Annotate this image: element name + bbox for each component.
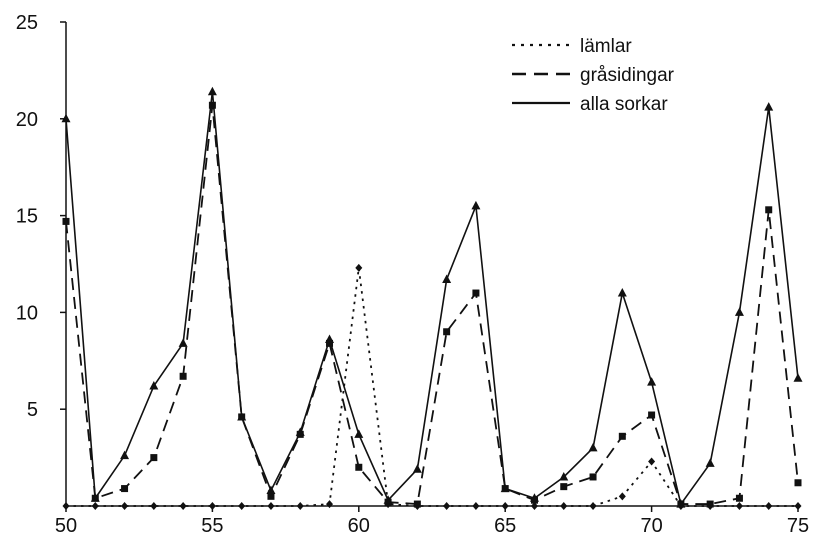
y-tick-label-25: 25 bbox=[16, 12, 38, 34]
x-tick-label-60: 60 bbox=[348, 515, 370, 537]
data-point bbox=[617, 288, 627, 297]
x-tick-label-70: 70 bbox=[640, 515, 662, 537]
data-point bbox=[325, 334, 335, 344]
x-tick-label-55: 55 bbox=[201, 515, 223, 537]
x-tick-label-65: 65 bbox=[494, 515, 516, 537]
data-point bbox=[90, 493, 100, 502]
data-point bbox=[794, 479, 802, 487]
data-point bbox=[179, 502, 187, 510]
data-point bbox=[149, 380, 159, 390]
data-point bbox=[237, 411, 247, 421]
series-line-2 bbox=[65, 91, 799, 506]
data-point bbox=[618, 492, 626, 501]
y-tick-label-15: 15 bbox=[16, 206, 38, 228]
data-point bbox=[705, 458, 715, 467]
legend-label-1: gråsidingar bbox=[580, 65, 675, 86]
data-point bbox=[589, 473, 597, 481]
data-point bbox=[91, 502, 99, 510]
data-point bbox=[208, 502, 216, 510]
data-point bbox=[559, 471, 569, 481]
data-point bbox=[413, 500, 421, 508]
data-point bbox=[765, 502, 773, 510]
data-point bbox=[560, 483, 568, 491]
data-point bbox=[121, 485, 129, 493]
data-point bbox=[354, 429, 364, 438]
data-point bbox=[207, 86, 217, 96]
data-point bbox=[267, 502, 275, 510]
x-tick-label-75: 75 bbox=[787, 515, 809, 537]
data-point bbox=[443, 328, 451, 336]
data-point bbox=[472, 289, 480, 297]
data-point bbox=[530, 502, 538, 510]
data-point bbox=[588, 442, 598, 452]
data-point bbox=[179, 372, 187, 380]
series-layer bbox=[61, 86, 803, 510]
data-point bbox=[501, 502, 509, 510]
legend-label-0: lämlar bbox=[580, 36, 632, 57]
data-point bbox=[472, 502, 480, 510]
data-point bbox=[764, 102, 774, 111]
data-point bbox=[178, 338, 188, 347]
data-point bbox=[648, 411, 656, 419]
data-point bbox=[150, 502, 158, 510]
data-point bbox=[706, 500, 714, 508]
data-point bbox=[471, 200, 481, 210]
data-point bbox=[765, 206, 773, 214]
data-point bbox=[793, 373, 803, 382]
data-point bbox=[326, 500, 334, 509]
axes: 50 55 60 65 70 75 5 10 15 20 25 bbox=[16, 12, 809, 537]
data-point bbox=[238, 502, 246, 510]
data-point bbox=[61, 113, 71, 123]
data-point bbox=[355, 263, 363, 272]
data-point bbox=[647, 377, 657, 386]
data-point bbox=[121, 502, 129, 510]
data-point bbox=[208, 101, 216, 109]
data-point bbox=[383, 495, 393, 504]
data-point bbox=[735, 502, 743, 510]
data-point bbox=[120, 450, 130, 460]
data-point bbox=[648, 457, 656, 466]
series-line-0 bbox=[66, 267, 798, 507]
data-point bbox=[676, 499, 686, 508]
data-point bbox=[266, 485, 276, 495]
data-point bbox=[150, 454, 158, 462]
data-point bbox=[734, 307, 744, 316]
series-0 bbox=[62, 263, 802, 510]
data-point bbox=[735, 494, 743, 502]
data-point bbox=[560, 502, 568, 510]
series-line-1 bbox=[65, 105, 799, 506]
data-point bbox=[296, 502, 304, 510]
data-point bbox=[62, 217, 70, 225]
data-point bbox=[794, 502, 802, 510]
y-tick-label-10: 10 bbox=[16, 302, 38, 324]
y-tick-label-20: 20 bbox=[16, 109, 38, 131]
series-1 bbox=[62, 101, 802, 508]
data-point bbox=[267, 492, 275, 500]
data-point bbox=[529, 493, 539, 502]
data-point bbox=[326, 339, 334, 347]
data-point bbox=[62, 502, 70, 510]
data-point bbox=[412, 464, 422, 473]
legend-label-2: alla sorkar bbox=[580, 94, 668, 115]
data-point bbox=[589, 502, 597, 510]
data-point bbox=[500, 483, 510, 493]
data-point bbox=[355, 463, 363, 471]
data-point bbox=[295, 427, 305, 436]
series-2 bbox=[61, 86, 803, 508]
legend: lämlar gråsidingar alla sorkar bbox=[512, 36, 675, 115]
y-tick-label-5: 5 bbox=[27, 399, 38, 421]
data-point bbox=[443, 502, 451, 510]
data-point bbox=[618, 432, 626, 440]
data-point bbox=[442, 274, 452, 283]
x-tick-label-50: 50 bbox=[55, 515, 77, 537]
